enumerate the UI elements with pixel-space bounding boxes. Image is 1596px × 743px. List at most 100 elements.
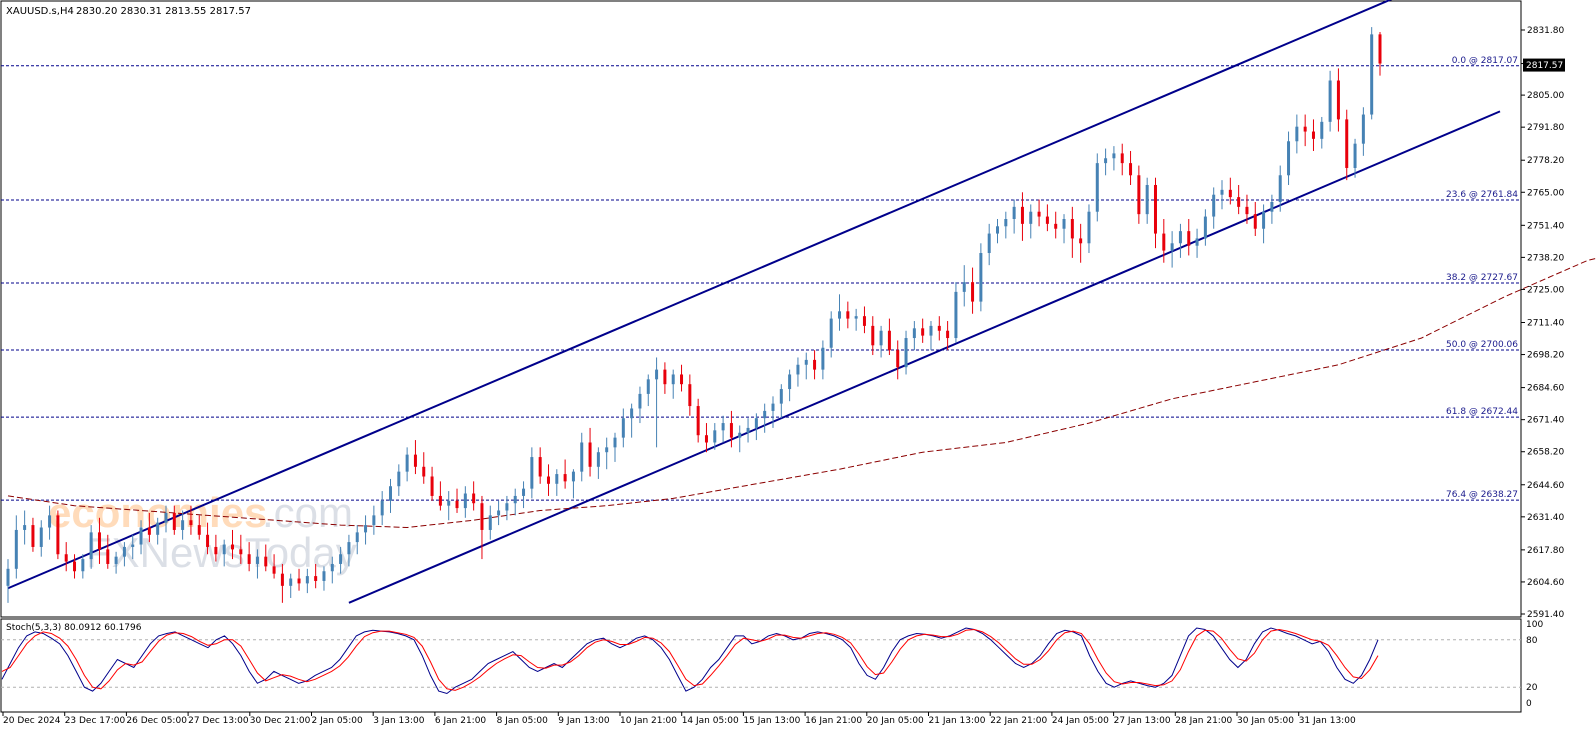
- candle-body: [172, 512, 176, 530]
- candle: [231, 529, 235, 560]
- candle: [139, 520, 143, 555]
- candle-body: [372, 515, 376, 526]
- price-tick-label: 2604.60: [1527, 578, 1564, 588]
- candle: [1270, 194, 1274, 224]
- candle: [1187, 218, 1191, 256]
- candle-body: [763, 410, 767, 419]
- candle-body: [1104, 158, 1108, 164]
- price-tag-value: 2817.57: [1526, 61, 1563, 71]
- candle-body: [147, 527, 151, 535]
- candle-body: [305, 576, 309, 584]
- price-tick-label: 2831.80: [1527, 26, 1564, 36]
- candle: [73, 554, 77, 579]
- candle-body: [1212, 194, 1216, 217]
- candle: [1345, 109, 1349, 181]
- candle-body: [388, 486, 392, 501]
- candle-body: [896, 350, 900, 368]
- price-tick-label: 2658.20: [1527, 448, 1564, 458]
- candle-body: [239, 549, 243, 555]
- stochastic-oscillator: 100 80 20 0: [1, 620, 1543, 709]
- candle: [605, 437, 609, 470]
- candle-body: [1153, 184, 1157, 234]
- candle: [854, 308, 858, 331]
- candle-body: [231, 544, 235, 550]
- candle-body: [821, 347, 825, 370]
- watermark-com: .com: [262, 489, 353, 536]
- candle: [397, 464, 401, 496]
- candle-body: [563, 474, 567, 482]
- time-tick-label: 23 Dec 17:00: [65, 716, 126, 726]
- candle: [272, 554, 276, 579]
- candle: [846, 301, 850, 329]
- candle-body: [1145, 184, 1149, 215]
- candle-body: [937, 325, 941, 331]
- candle-body: [513, 495, 517, 504]
- candle: [380, 491, 384, 526]
- candle: [222, 539, 226, 567]
- candle: [1195, 228, 1199, 258]
- candle-body: [1095, 163, 1099, 212]
- time-tick-label: 26 Dec 05:00: [126, 716, 187, 726]
- candle: [505, 495, 509, 521]
- candle: [1237, 184, 1241, 215]
- candle-body: [39, 527, 43, 547]
- candle-body: [430, 476, 434, 496]
- candle: [896, 340, 900, 380]
- candle: [322, 566, 326, 591]
- candle-body: [206, 534, 210, 547]
- candle: [704, 423, 708, 453]
- candle-body: [480, 503, 484, 530]
- time-tick-label: 21 Jan 13:00: [929, 716, 986, 726]
- candle-body: [979, 253, 983, 302]
- candle-body: [862, 316, 866, 326]
- candle: [114, 551, 118, 574]
- candle-body: [64, 554, 68, 562]
- candle-body: [879, 330, 883, 346]
- candle: [289, 573, 293, 598]
- candle-body: [197, 525, 201, 535]
- candle: [813, 350, 817, 380]
- fib-label: 23.6 @ 2761.84: [1446, 190, 1518, 200]
- candle: [638, 386, 642, 424]
- ma-line: [7, 257, 1596, 529]
- candle: [372, 505, 376, 535]
- candle: [405, 447, 409, 482]
- candle-body: [1328, 80, 1332, 122]
- stoch-plot-frame: [0, 618, 1522, 713]
- candle-body: [23, 525, 27, 530]
- candle: [131, 534, 135, 560]
- candle-body: [1295, 126, 1299, 142]
- candle: [1104, 148, 1108, 176]
- candle: [862, 306, 866, 334]
- candle-body: [1187, 231, 1191, 246]
- candle: [655, 357, 659, 448]
- candle-body: [1054, 223, 1058, 229]
- candle: [6, 559, 10, 603]
- price-tick-label: 2617.80: [1527, 546, 1564, 556]
- fib-label: 76.4 @ 2638.27: [1446, 490, 1518, 500]
- candle-body: [838, 311, 842, 319]
- candle-body: [987, 233, 991, 254]
- candle-body: [638, 393, 642, 409]
- time-tick-label: 8 Jan 05:00: [497, 716, 549, 726]
- candle: [1178, 223, 1182, 258]
- channel-upper-line: [7, 0, 1393, 590]
- candle-body: [413, 454, 417, 467]
- candle: [181, 510, 185, 540]
- candle-body: [364, 525, 368, 533]
- candle: [280, 563, 284, 603]
- candle-body: [247, 554, 251, 564]
- candle: [522, 481, 526, 509]
- fib-label: 61.8 @ 2672.44: [1446, 407, 1518, 417]
- candle: [738, 425, 742, 453]
- candle-body: [1037, 211, 1041, 217]
- candle-body: [97, 532, 101, 550]
- symbol-label: XAUUSD.s,H4: [6, 6, 74, 17]
- stoch-tick-label: 80: [1526, 636, 1538, 646]
- candle-body: [829, 318, 833, 348]
- candle-body: [1262, 211, 1266, 229]
- candle-body: [455, 500, 459, 509]
- candle-body: [422, 466, 426, 477]
- candle: [255, 549, 259, 579]
- candle: [729, 410, 733, 448]
